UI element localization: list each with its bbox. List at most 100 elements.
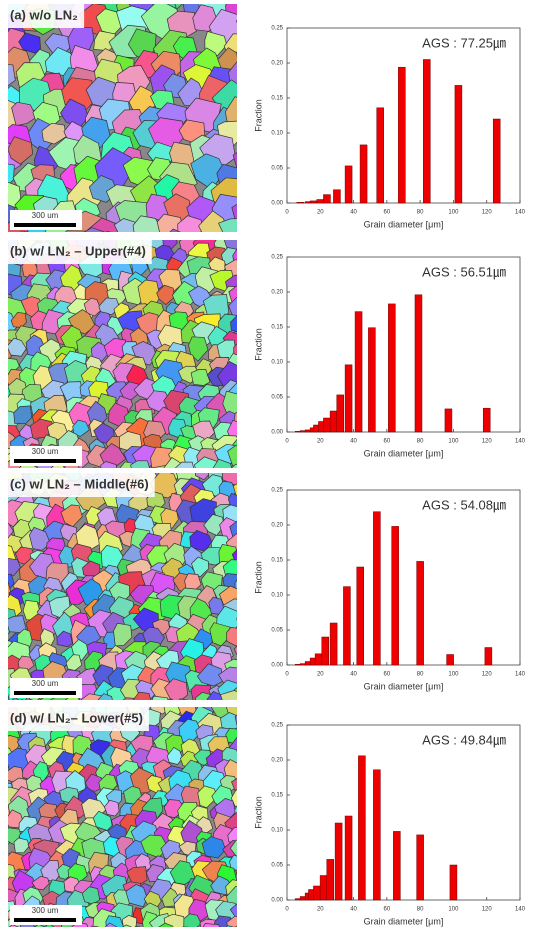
- grain: [0, 690, 8, 713]
- y-tick-label: 0.00: [271, 663, 283, 669]
- y-tick-label: 0.25: [271, 723, 283, 729]
- bar: [493, 119, 500, 203]
- panel-label: (a) w/o LN₂: [10, 7, 78, 22]
- bar: [373, 770, 380, 900]
- y-tick-label: 0.10: [271, 131, 283, 137]
- grain: [244, 691, 268, 718]
- grain: [251, 751, 273, 771]
- grain: [255, 863, 272, 880]
- bar: [345, 365, 352, 432]
- grain: [254, 221, 273, 239]
- grain: [0, 120, 3, 143]
- grain: [0, 738, 8, 758]
- grain: [237, 610, 259, 634]
- grain: [250, 709, 273, 728]
- grain: [245, 683, 270, 703]
- grain: [233, 147, 262, 175]
- bar: [392, 526, 399, 665]
- grain: [0, 817, 6, 836]
- annotation: AGS : 56.51㎛: [422, 264, 506, 280]
- grain: [246, 0, 284, 40]
- x-tick-label: 60: [384, 439, 391, 445]
- bar: [417, 835, 424, 900]
- grain: [244, 182, 272, 214]
- grain: [256, 673, 274, 689]
- x-tick-label: 140: [515, 672, 526, 678]
- grain: [234, 639, 253, 659]
- bar: [335, 823, 342, 900]
- x-axis-label: Grain diameter [μm]: [364, 219, 444, 229]
- grain: [239, 746, 258, 767]
- bar: [345, 816, 352, 900]
- grain: [138, 280, 160, 305]
- bar: [327, 859, 334, 900]
- y-tick-label: 0.15: [271, 793, 283, 799]
- grain: [19, 0, 43, 2]
- grain: [245, 504, 265, 523]
- bar: [447, 655, 454, 666]
- panel-label: (b) w/ LN₂ – Upper(#4): [10, 243, 146, 258]
- grain: [247, 888, 272, 913]
- grain: [0, 656, 5, 673]
- grain: [244, 725, 260, 740]
- grain: [0, 493, 6, 514]
- bar: [357, 567, 364, 665]
- grain: [235, 709, 255, 734]
- grain: [241, 912, 263, 929]
- x-tick-label: 140: [515, 439, 526, 445]
- x-tick-label: 80: [417, 672, 424, 678]
- x-tick-label: 20: [317, 439, 324, 445]
- bar: [450, 865, 457, 900]
- grain: [245, 535, 267, 556]
- grain: [0, 458, 7, 481]
- scale-bar: [14, 918, 76, 922]
- y-axis-label: Fraction: [253, 99, 263, 132]
- grain: [255, 479, 272, 497]
- y-tick-label: 0.00: [271, 898, 283, 904]
- grain: [245, 368, 263, 385]
- grain: [245, 700, 260, 717]
- x-tick-label: 140: [515, 907, 526, 913]
- y-tick-label: 0.05: [271, 166, 283, 172]
- grain: [0, 273, 1, 291]
- x-tick-label: 100: [448, 907, 459, 913]
- y-tick-label: 0.05: [271, 628, 283, 634]
- grain: [84, 0, 105, 2]
- grain: [249, 454, 267, 471]
- grain: [240, 850, 260, 871]
- grain: [242, 651, 264, 673]
- grain: [0, 0, 8, 19]
- y-tick-label: 0.20: [271, 61, 283, 67]
- grain: [119, 0, 145, 3]
- grain: [241, 222, 269, 249]
- y-tick-label: 0.00: [271, 201, 283, 207]
- grain: [242, 422, 260, 440]
- bar: [445, 409, 452, 432]
- grain: [243, 392, 264, 413]
- plot-frame: [287, 725, 520, 900]
- grain: [250, 433, 271, 455]
- y-axis-label: Fraction: [253, 561, 263, 594]
- y-tick-label: 0.20: [271, 758, 283, 764]
- grain: [0, 396, 6, 412]
- bar: [355, 312, 362, 432]
- y-tick-label: 0.15: [271, 325, 283, 331]
- scale-bar: [14, 223, 76, 227]
- x-tick-label: 40: [350, 439, 357, 445]
- y-tick-label: 0.05: [271, 395, 283, 401]
- y-tick-label: 0.00: [271, 430, 283, 436]
- x-tick-label: 40: [350, 672, 357, 678]
- figure: (a) w/o LN₂300 um(b) w/ LN₂ – Upper(#4)3…: [0, 0, 539, 929]
- grain: [244, 270, 263, 293]
- grain: [253, 680, 274, 701]
- grain: [0, 784, 8, 804]
- grain: [234, 681, 256, 703]
- scale-bar-label: 300 um: [32, 679, 59, 688]
- grain: [237, 167, 262, 189]
- grain: [248, 630, 265, 648]
- bar: [310, 201, 317, 203]
- grain: [240, 464, 261, 483]
- grain: [105, 0, 133, 1]
- x-tick-label: 0: [285, 210, 289, 216]
- grain: [244, 375, 271, 401]
